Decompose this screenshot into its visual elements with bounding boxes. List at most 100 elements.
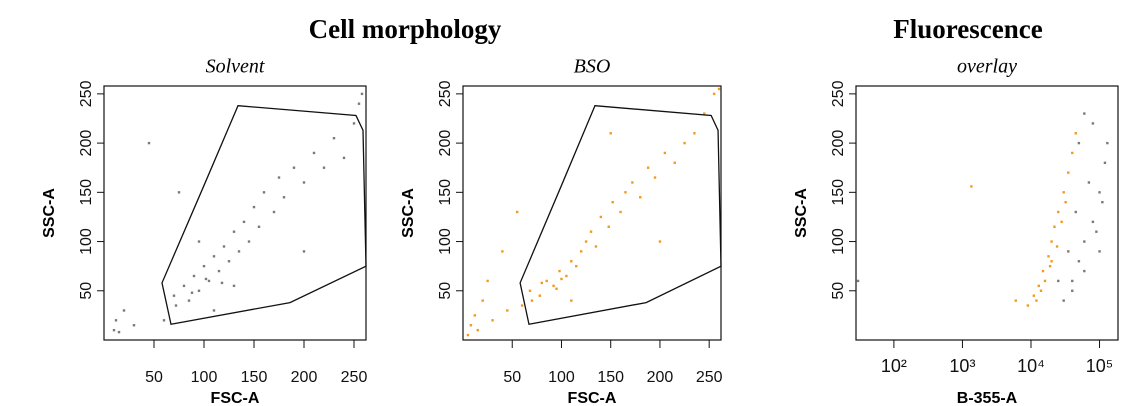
- point: [277, 176, 281, 179]
- point: [1077, 141, 1081, 145]
- point: [538, 294, 542, 297]
- chart-title: Cell morphology: [309, 14, 502, 44]
- point: [1053, 225, 1056, 228]
- point: [190, 291, 194, 294]
- point: [227, 260, 231, 263]
- point: [856, 279, 860, 283]
- x-tick-label: 200: [647, 369, 674, 386]
- point: [624, 191, 627, 194]
- point: [117, 330, 121, 334]
- point: [207, 279, 211, 283]
- point: [1087, 181, 1091, 184]
- point: [491, 319, 494, 322]
- point: [584, 240, 588, 243]
- point: [619, 210, 622, 214]
- point: [132, 324, 136, 327]
- x-axis-label: FSC-A: [211, 390, 260, 406]
- point: [570, 260, 573, 263]
- point: [1057, 279, 1060, 283]
- plot-frame: [462, 85, 722, 341]
- point: [1062, 299, 1065, 302]
- point: [282, 196, 286, 199]
- chart-subtitle: overlay: [957, 56, 1017, 78]
- point: [174, 304, 178, 307]
- x-tick-label: 150: [597, 369, 624, 386]
- point: [530, 299, 534, 302]
- point: [1067, 171, 1070, 174]
- point: [147, 141, 151, 145]
- point: [486, 279, 489, 283]
- gate: [519, 105, 722, 326]
- point: [520, 304, 524, 307]
- point: [653, 176, 657, 179]
- point: [639, 196, 642, 199]
- point: [658, 240, 662, 243]
- point: [575, 264, 578, 268]
- point: [646, 166, 650, 169]
- point: [172, 294, 176, 297]
- x-tick-label: 200: [291, 369, 318, 386]
- point: [1032, 294, 1036, 297]
- plot-frame: [855, 85, 1119, 341]
- y-tick-label: 250: [830, 80, 847, 107]
- y-tick-label: 200: [437, 130, 454, 157]
- point: [1039, 289, 1043, 292]
- point: [342, 156, 346, 160]
- point: [528, 289, 532, 292]
- point: [357, 102, 361, 105]
- chart-subtitle: BSO: [574, 56, 611, 78]
- x-tick-label: 10³: [949, 356, 975, 376]
- point: [545, 279, 548, 283]
- point: [579, 250, 583, 253]
- point: [112, 328, 116, 332]
- point: [560, 277, 563, 281]
- point: [1041, 269, 1045, 273]
- point: [302, 250, 306, 253]
- point: [1037, 284, 1040, 288]
- point: [212, 255, 216, 258]
- point: [473, 314, 477, 317]
- x-tick-label: 100: [191, 369, 218, 386]
- point: [1043, 279, 1047, 283]
- y-tick-label: 100: [437, 228, 454, 255]
- point: [703, 112, 706, 115]
- x-tick-label: 10⁴: [1017, 356, 1045, 376]
- point: [1095, 230, 1098, 233]
- point: [1098, 191, 1101, 194]
- point: [302, 181, 306, 184]
- x-tick-label: 250: [696, 369, 723, 386]
- point: [1057, 210, 1060, 214]
- point: [1074, 132, 1077, 135]
- point: [202, 264, 206, 268]
- point: [197, 240, 201, 243]
- point: [1055, 245, 1059, 248]
- point: [1077, 260, 1081, 263]
- point: [565, 274, 568, 278]
- x-tick-label: 50: [503, 369, 521, 386]
- plot-frame: [103, 85, 367, 341]
- point: [673, 161, 676, 164]
- point: [1106, 141, 1109, 145]
- point: [1071, 151, 1074, 155]
- point: [683, 141, 686, 145]
- y-axis-label: SSC-A: [793, 188, 810, 238]
- chart-title: Fluorescence: [893, 14, 1042, 44]
- point: [237, 250, 241, 253]
- point: [220, 281, 224, 285]
- point: [197, 289, 201, 292]
- point: [252, 205, 256, 209]
- y-tick-label: 50: [78, 282, 95, 300]
- point: [663, 151, 667, 155]
- y-tick-label: 150: [830, 179, 847, 206]
- point: [122, 309, 126, 312]
- point: [1071, 279, 1074, 283]
- point: [1091, 122, 1095, 125]
- point: [1050, 260, 1053, 263]
- point: [501, 250, 504, 253]
- point: [1071, 289, 1074, 292]
- point: [192, 274, 196, 278]
- point: [242, 220, 246, 224]
- point: [611, 200, 614, 204]
- y-tick-label: 100: [830, 228, 847, 255]
